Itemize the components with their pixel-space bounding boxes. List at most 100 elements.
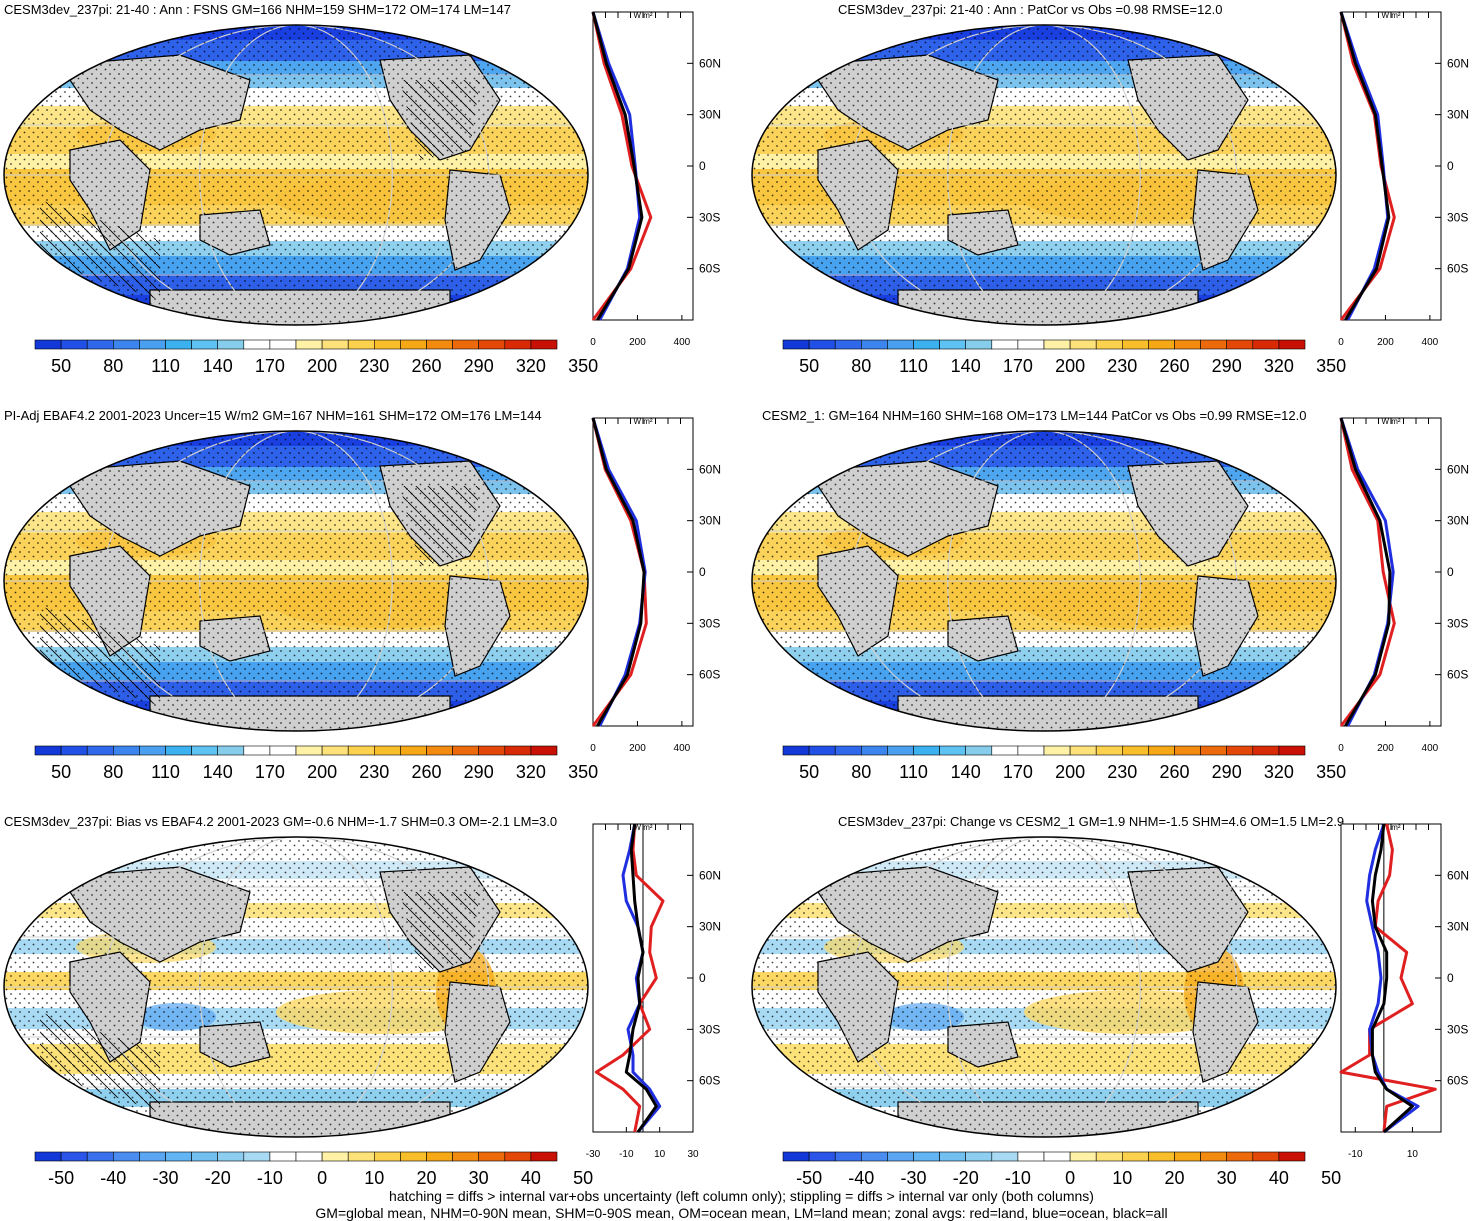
zonal-x-label: 0 <box>1338 743 1344 754</box>
colorbar-tick: 50 <box>51 762 71 782</box>
colorbar-tick: 200 <box>307 762 337 782</box>
zonal-line-all <box>624 823 658 1133</box>
colorbar-swatch <box>400 339 427 350</box>
colorbar-swatch <box>1174 1151 1201 1162</box>
colorbar-tick: -50 <box>796 1168 822 1188</box>
zonal-x-label: 200 <box>629 337 646 348</box>
map-outline <box>3 430 589 732</box>
colorbar-swatch <box>1252 339 1280 350</box>
zonal-x-label: 200 <box>1377 337 1394 348</box>
colorbar-swatch <box>991 745 1019 756</box>
colorbar-swatch <box>1069 745 1097 756</box>
zonal-line-all <box>591 11 644 321</box>
colorbar-swatch <box>834 745 862 756</box>
colorbar-tick: 320 <box>516 356 546 376</box>
colorbar-swatch <box>530 1151 558 1162</box>
panel-2: CESM3dev_237pi: 21-40 : Ann : PatCor vs … <box>751 2 1469 376</box>
colorbar-swatch <box>782 1151 810 1162</box>
colorbar-swatch <box>373 1151 401 1162</box>
colorbar-swatch <box>191 745 219 756</box>
colorbar-swatch <box>139 339 166 350</box>
colorbar-swatch <box>478 1151 506 1162</box>
colorbar-swatch <box>165 745 192 756</box>
colorbar-tick: 350 <box>568 762 598 782</box>
zonal-lat-label: 30S <box>1447 1022 1468 1036</box>
colorbar-tick: 290 <box>464 356 494 376</box>
panel-5: CESM3dev_237pi: Bias vs EBAF4.2 2001-202… <box>3 814 721 1188</box>
colorbar-swatch <box>321 339 349 350</box>
colorbar-swatch <box>1278 339 1306 350</box>
zonal-x-label: 200 <box>629 743 646 754</box>
zonal-lat-label: 30N <box>1447 108 1469 122</box>
zonal-lat-label: 60S <box>1447 262 1468 276</box>
zonal-lat-label: 60N <box>699 462 721 476</box>
colorbar-tick: 0 <box>1065 1168 1075 1188</box>
colorbar-tick: -40 <box>848 1168 874 1188</box>
zonal-lat-label: 30S <box>699 1022 720 1036</box>
panel-title: CESM3dev_237pi: 21-40 : Ann : FSNS GM=16… <box>4 2 511 17</box>
colorbar-swatch <box>1043 339 1071 350</box>
colorbar-swatch <box>269 1151 297 1162</box>
colorbar-tick: 10 <box>1112 1168 1132 1188</box>
colorbar-swatch <box>295 745 323 756</box>
zonal-x-label: -10 <box>1348 1149 1363 1160</box>
colorbar-swatch <box>1174 339 1201 350</box>
colorbar-tick: 200 <box>307 356 337 376</box>
colorbar-swatch <box>808 339 836 350</box>
colorbar-swatch <box>139 1151 166 1162</box>
zonal-line-all <box>591 417 646 727</box>
colorbar-swatch <box>478 745 506 756</box>
map-group <box>751 24 1337 326</box>
colorbar-swatch <box>34 339 62 350</box>
colorbar-tick: 290 <box>464 762 494 782</box>
colorbar-swatch <box>939 745 967 756</box>
colorbar-swatch <box>243 745 271 756</box>
zonal-lat-label: 30N <box>1447 920 1469 934</box>
zonal-lat-label: 60N <box>1447 462 1469 476</box>
colorbar-tick: 80 <box>103 356 123 376</box>
zonal-x-label: 0 <box>590 743 596 754</box>
panel-title: PI-Adj EBAF4.2 2001-2023 Uncer=15 W/m2 G… <box>4 408 542 423</box>
map-group <box>751 430 1337 732</box>
colorbar-swatch <box>1043 1151 1071 1162</box>
zonal-lat-label: 30N <box>1447 514 1469 528</box>
colorbar-tick: 170 <box>1003 762 1033 782</box>
colorbar-swatch <box>1095 1151 1123 1162</box>
colorbar-swatch <box>113 1151 140 1162</box>
colorbar-swatch <box>530 745 558 756</box>
colorbar-swatch <box>1121 1151 1149 1162</box>
panel-4: CESM2_1: GM=164 NHM=160 SHM=168 OM=173 L… <box>751 408 1469 782</box>
colorbar-swatch <box>400 745 427 756</box>
colorbar-swatch <box>991 1151 1019 1162</box>
colorbar-swatch <box>347 1151 375 1162</box>
map-field <box>752 25 1336 325</box>
colorbar-swatch <box>861 745 888 756</box>
colorbar-swatch <box>452 745 480 756</box>
colorbar-swatch <box>295 1151 323 1162</box>
zonal-lat-label: 60S <box>1447 1074 1468 1088</box>
colorbar-tick: 80 <box>851 356 871 376</box>
colorbar-swatch <box>965 1151 993 1162</box>
colorbar-tick: -20 <box>953 1168 979 1188</box>
colorbar-tick: 50 <box>799 762 819 782</box>
colorbar-swatch <box>347 339 375 350</box>
colorbar-swatch <box>60 339 88 350</box>
colorbar-tick: 80 <box>851 762 871 782</box>
zonal-x-label: 400 <box>674 337 691 348</box>
colorbar-tick: -10 <box>257 1168 283 1188</box>
colorbar-tick: 290 <box>1212 356 1242 376</box>
colorbar-swatch <box>939 1151 967 1162</box>
colorbar-swatch <box>1069 339 1097 350</box>
colorbar-swatch <box>991 339 1019 350</box>
colorbar-swatch <box>834 1151 862 1162</box>
colorbar-tick: -40 <box>100 1168 126 1188</box>
colorbar-swatch <box>321 1151 349 1162</box>
colorbar-tick: 50 <box>51 356 71 376</box>
colorbar-swatch <box>295 339 323 350</box>
colorbar-swatch <box>452 1151 480 1162</box>
zonal-lat-label: 60N <box>1447 56 1469 70</box>
colorbar-swatch <box>1095 745 1123 756</box>
colorbar-swatch <box>861 339 888 350</box>
colorbar-swatch <box>269 745 297 756</box>
colorbar-tick: 50 <box>799 356 819 376</box>
